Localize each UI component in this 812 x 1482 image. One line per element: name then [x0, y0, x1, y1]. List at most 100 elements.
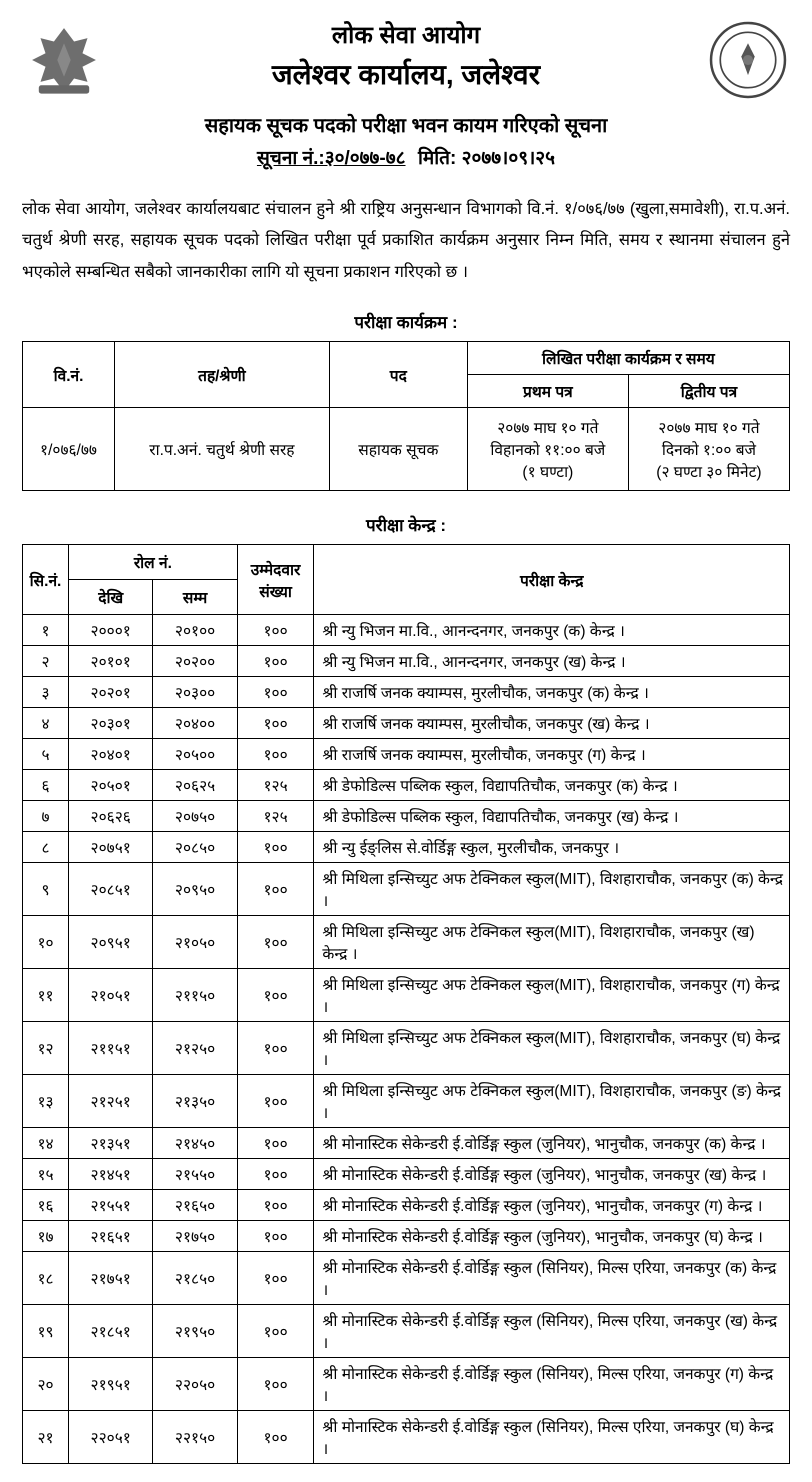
org-name-line-2: जलेश्वर कार्यालय, जलेश्वर — [22, 55, 790, 93]
table-row: १०२०९५१२१०५०१००श्री मिथिला इन्सिच्युट अफ… — [23, 916, 790, 969]
table-row: १९२१८५१२१९५०१००श्री मोनास्टिक सेकेन्डरी … — [23, 1305, 790, 1358]
cell-count: १०० — [237, 708, 314, 739]
th-paper2: द्वितीय पत्र — [628, 375, 789, 408]
th-bn: वि.नं. — [23, 342, 115, 408]
cell-sn: १५ — [23, 1159, 69, 1190]
cell-count: १०० — [237, 969, 314, 1022]
centers-heading: परीक्षा केन्द्र : — [22, 513, 790, 536]
cell-roll-from: २०९५१ — [69, 916, 153, 969]
cell-bn: १/०७६/७७ — [23, 408, 115, 491]
cell-count: १०० — [237, 615, 314, 646]
cell-count: १२५ — [237, 770, 314, 801]
table-row: ५२०४०१२०५००१००श्री राजर्षि जनक क्याम्पस,… — [23, 739, 790, 770]
cell-roll-to: २२१५० — [153, 1411, 237, 1464]
cell-roll-to: २१९५० — [153, 1305, 237, 1358]
cell-count: १०० — [237, 1358, 314, 1411]
cell-sn: १४ — [23, 1128, 69, 1159]
cell-center: श्री राजर्षि जनक क्याम्पस, मुरलीचौक, जनक… — [314, 739, 790, 770]
table-row: ७२०६२६२०७५०१२५श्री डेफोडिल्स पब्लिक स्कु… — [23, 801, 790, 832]
cell-roll-to: २१६५० — [153, 1190, 237, 1221]
cell-sn: १२ — [23, 1022, 69, 1075]
cell-roll-to: २०२०० — [153, 646, 237, 677]
cell-roll-to: २१०५० — [153, 916, 237, 969]
cell-center: श्री मोनास्टिक सेकेन्डरी ई.वोर्डिङ्ग स्क… — [314, 1305, 790, 1358]
cell-count: १०० — [237, 1411, 314, 1464]
cell-roll-from: २०३०१ — [69, 708, 153, 739]
cell-center: श्री मोनास्टिक सेकेन्डरी ई.वोर्डिङ्ग स्क… — [314, 1128, 790, 1159]
cell-sn: १९ — [23, 1305, 69, 1358]
cell-sn: १३ — [23, 1075, 69, 1128]
cell-paper1: २०७७ माघ १० गते विहानको ११:०० बजे (१ घण्… — [467, 408, 628, 491]
paper1-line3: (१ घण्टा) — [474, 460, 622, 482]
cell-count: १०० — [237, 739, 314, 770]
org-name-line-1: लोक सेवा आयोग — [22, 18, 790, 51]
cell-count: १०० — [237, 1022, 314, 1075]
exam-centers-table: सि.नं. रोल नं. उम्मेदवार संख्या परीक्षा … — [22, 544, 790, 1464]
cell-center: श्री न्यु ईङ्लिस से.वोर्डिङ्ग स्कुल, मुर… — [314, 832, 790, 863]
cell-roll-from: २०७५१ — [69, 832, 153, 863]
cell-sn: ६ — [23, 770, 69, 801]
cell-sn: ११ — [23, 969, 69, 1022]
cell-count: १०० — [237, 832, 314, 863]
cell-center: श्री मोनास्टिक सेकेन्डरी ई.वोर्डिङ्ग स्क… — [314, 1358, 790, 1411]
cell-sn: ८ — [23, 832, 69, 863]
th-paper1: प्रथम पत्र — [467, 375, 628, 408]
cell-count: १०० — [237, 1190, 314, 1221]
paper1-line1: २०७७ माघ १० गते — [474, 416, 622, 438]
table-row: १२२११५१२१२५०१००श्री मिथिला इन्सिच्युट अफ… — [23, 1022, 790, 1075]
cell-count: १२५ — [237, 801, 314, 832]
cell-roll-to: २०४०० — [153, 708, 237, 739]
table-row: ३२०२०१२०३००१००श्री राजर्षि जनक क्याम्पस,… — [23, 677, 790, 708]
document-header: लोक सेवा आयोग जलेश्वर कार्यालय, जलेश्वर … — [22, 18, 790, 170]
cell-center: श्री मोनास्टिक सेकेन्डरी ई.वोर्डिङ्ग स्क… — [314, 1252, 790, 1305]
nepal-emblem-icon — [22, 18, 106, 107]
notice-title: सहायक सूचक पदको परीक्षा भवन कायम गरिएको … — [22, 111, 790, 138]
cell-sn: ५ — [23, 739, 69, 770]
cell-roll-from: २१९५१ — [69, 1358, 153, 1411]
cell-center: श्री डेफोडिल्स पब्लिक स्कुल, विद्यापतिचौ… — [314, 770, 790, 801]
cell-center: श्री मोनास्टिक सेकेन्डरी ई.वोर्डिङ्ग स्क… — [314, 1221, 790, 1252]
th-program: लिखित परीक्षा कार्यक्रम र समय — [467, 342, 789, 375]
th-center: परीक्षा केन्द्र — [314, 545, 790, 615]
cell-roll-from: २१४५१ — [69, 1159, 153, 1190]
table-row: ८२०७५१२०८५०१००श्री न्यु ईङ्लिस से.वोर्डि… — [23, 832, 790, 863]
th-to: सम्म — [153, 580, 237, 615]
cell-count: १०० — [237, 1305, 314, 1358]
cell-roll-from: २१६५१ — [69, 1221, 153, 1252]
cell-roll-from: २०८५१ — [69, 863, 153, 916]
table-row: १३२१२५१२१३५०१००श्री मिथिला इन्सिच्युट अफ… — [23, 1075, 790, 1128]
th-from: देखि — [69, 580, 153, 615]
cell-count: १०० — [237, 1075, 314, 1128]
cell-roll-from: २०१०१ — [69, 646, 153, 677]
cell-roll-to: २०९५० — [153, 863, 237, 916]
th-count: उम्मेदवार संख्या — [237, 545, 314, 615]
cell-count: १०० — [237, 916, 314, 969]
cell-roll-from: २०००१ — [69, 615, 153, 646]
cell-roll-to: २०७५० — [153, 801, 237, 832]
table-row: ६२०५०१२०६२५१२५श्री डेफोडिल्स पब्लिक स्कु… — [23, 770, 790, 801]
cell-roll-to: २०६२५ — [153, 770, 237, 801]
cell-center: श्री मोनास्टिक सेकेन्डरी ई.वोर्डिङ्ग स्क… — [314, 1411, 790, 1464]
cell-roll-from: २१५५१ — [69, 1190, 153, 1221]
cell-roll-from: २१३५१ — [69, 1128, 153, 1159]
cell-center: श्री मोनास्टिक सेकेन्डरी ई.वोर्डिङ्ग स्क… — [314, 1159, 790, 1190]
cell-level: रा.प.अनं. चतुर्थ श्रेणी सरह — [115, 408, 330, 491]
table-row: ११२१०५१२११५०१००श्री मिथिला इन्सिच्युट अफ… — [23, 969, 790, 1022]
paper2-line2: दिनको १:०० बजे — [635, 438, 783, 460]
th-roll: रोल नं. — [69, 545, 238, 580]
cell-roll-from: २१७५१ — [69, 1252, 153, 1305]
cell-sn: २ — [23, 646, 69, 677]
cell-count: १०० — [237, 1252, 314, 1305]
table-row: २१२२०५१२२१५०१००श्री मोनास्टिक सेकेन्डरी … — [23, 1411, 790, 1464]
notice-body-text: लोक सेवा आयोग, जलेश्वर कार्यालयबाट संचाल… — [22, 194, 790, 288]
cell-roll-to: २०१०० — [153, 615, 237, 646]
table-row: १५२१४५१२१५५०१००श्री मोनास्टिक सेकेन्डरी … — [23, 1159, 790, 1190]
cell-center: श्री न्यु भिजन मा.वि., आनन्दनगर, जनकपुर … — [314, 615, 790, 646]
cell-sn: १६ — [23, 1190, 69, 1221]
schedule-heading: परीक्षा कार्यक्रम : — [22, 310, 790, 333]
cell-sn: ७ — [23, 801, 69, 832]
cell-roll-to: २२०५० — [153, 1358, 237, 1411]
table-row: १२०००१२०१००१००श्री न्यु भिजन मा.वि., आनन… — [23, 615, 790, 646]
cell-count: १०० — [237, 646, 314, 677]
exam-schedule-table: वि.नं. तह/श्रेणी पद लिखित परीक्षा कार्यक… — [22, 341, 790, 491]
